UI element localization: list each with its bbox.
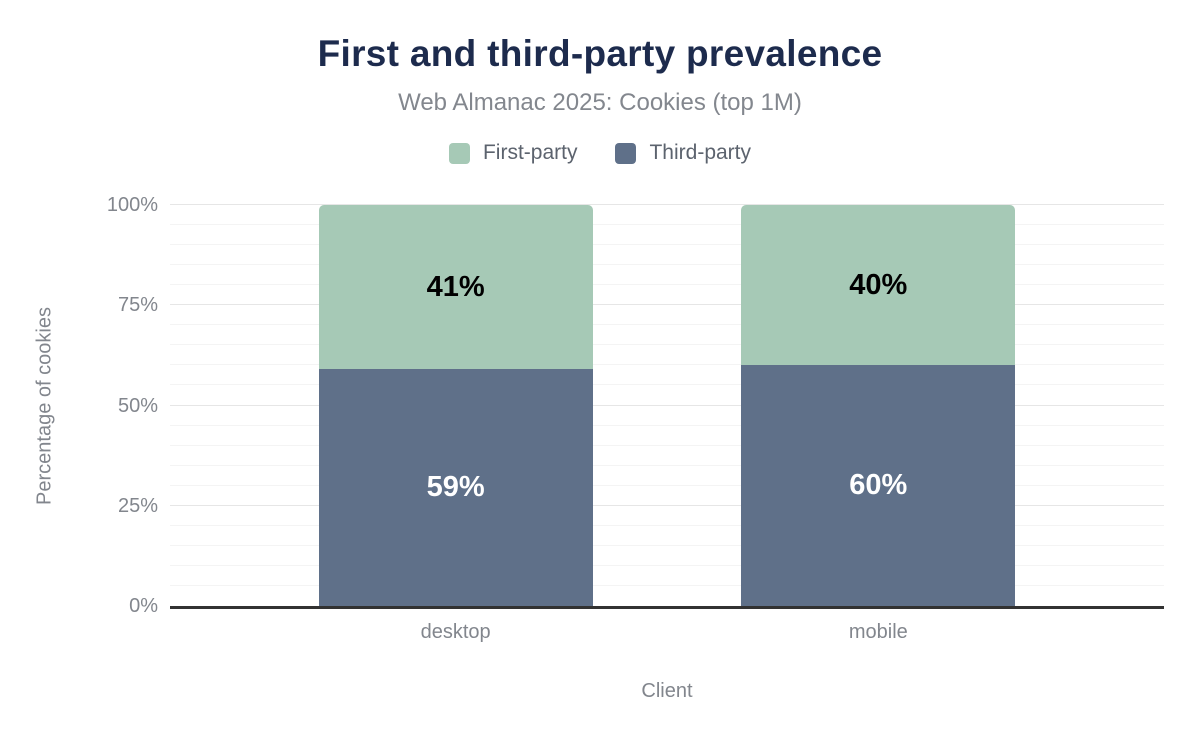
legend: First-party Third-party [0,141,1200,165]
bar-segment-mobile-first-party: 40% [741,205,1016,366]
chart-subtitle: Web Almanac 2025: Cookies (top 1M) [398,89,802,116]
minor-gridline-35 [170,464,1164,466]
legend-swatch-third-party [615,142,637,164]
x-tick-label-desktop: desktop [420,621,491,643]
x-axis-title: Client [641,680,693,702]
y-tick-label-100: 100% [106,194,158,216]
legend-label: Third-party [649,141,752,164]
y-tick-label-50: 50% [117,394,158,417]
bar-segment-desktop-first-party: 41% [318,205,593,370]
minor-gridline-80 [170,284,1164,286]
minor-gridline-65 [170,344,1164,346]
bar-value-label-mobile-first-party: 40% [849,268,908,301]
minor-gridline-90 [170,244,1164,246]
y-tick-label-75: 75% [117,294,158,317]
major-gridline-50 [170,404,1164,406]
chart-title: First and third-party prevalence [317,33,883,74]
minor-gridline-30 [170,484,1164,486]
bar-desktop: 41% 59% [318,205,593,606]
legend-item-first-party: First-party [448,141,578,165]
major-gridline-75 [170,304,1164,306]
x-axis-line [170,606,1164,609]
y-tick-label-0: 0% [129,595,158,617]
bar-segment-desktop-third-party: 59% [318,369,593,606]
bar-value-label-mobile-third-party: 60% [849,469,908,502]
minor-gridline-45 [170,424,1164,426]
major-gridline-25 [170,504,1164,506]
bar-value-label-desktop-third-party: 59% [426,471,485,504]
legend-label: First-party [482,141,578,164]
legend-item-third-party: Third-party [615,141,751,165]
minor-gridline-70 [170,324,1164,326]
minor-gridline-95 [170,224,1164,226]
minor-gridline-85 [170,264,1164,266]
x-tick-label-mobile: mobile [848,621,908,643]
bar-value-label-desktop-first-party: 41% [426,270,485,303]
plot-area: 41% 59% 40% 60% [170,204,1164,609]
legend-swatch-first-party [448,142,470,164]
minor-gridline-55 [170,384,1164,386]
bar-mobile: 40% 60% [741,205,1016,606]
y-tick-label-25: 25% [117,494,158,517]
minor-gridline-15 [170,544,1164,546]
y-axis-ticks: 0% 25% 50% 75% 100% [0,194,158,617]
minor-gridline-40 [170,444,1164,446]
major-gridline-100 [170,204,1164,205]
bar-segment-mobile-third-party: 60% [741,365,1016,606]
minor-gridline-20 [170,524,1164,526]
minor-gridline-10 [170,564,1164,566]
minor-gridline-5 [170,584,1164,586]
minor-gridline-60 [170,364,1164,366]
x-axis-ticks: desktop mobile [170,620,1164,644]
